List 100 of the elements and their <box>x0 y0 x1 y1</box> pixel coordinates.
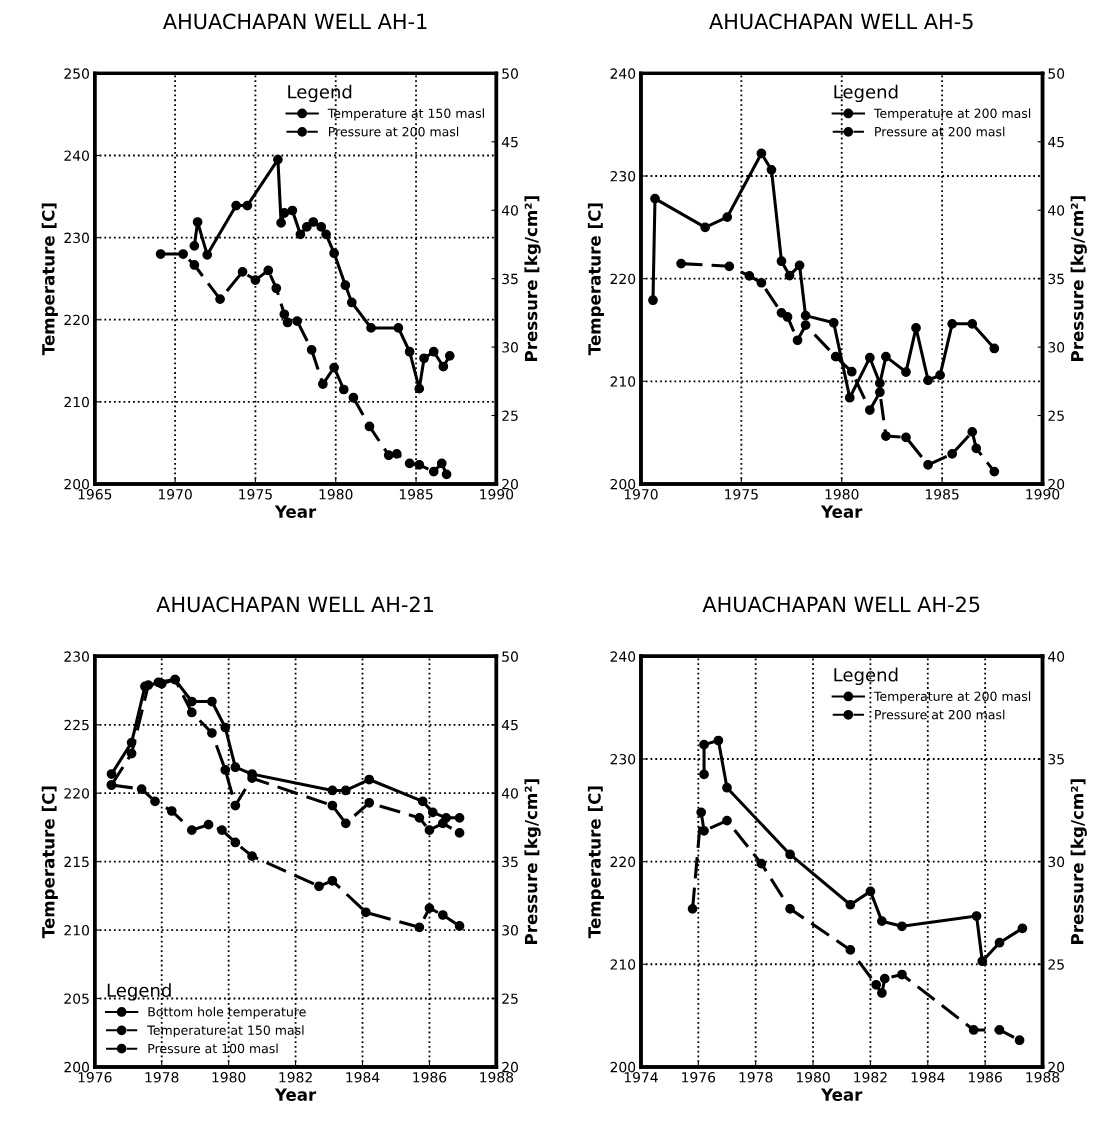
y2-tick-label: 25 <box>1048 410 1064 421</box>
y-tick-label: 215 <box>64 856 89 868</box>
x-tick-label: 1988 <box>480 1072 514 1083</box>
y2-tick-label: 20 <box>1048 478 1065 490</box>
y2-tick-label: 50 <box>502 651 518 662</box>
y-axis-title: Temperature [C] <box>587 786 605 939</box>
y-tick-label: 240 <box>610 651 636 662</box>
x-tick-label: 1986 <box>413 1072 447 1083</box>
x-axis-title: Year <box>274 1088 317 1101</box>
y2-tick-label: 45 <box>1048 136 1064 148</box>
y-tick-label: 230 <box>610 753 636 765</box>
legend-label: Bottom hole temperature <box>148 1006 306 1019</box>
x-tick-label: 1976 <box>682 1072 716 1083</box>
x-tick-label: 1976 <box>78 1072 112 1083</box>
x-tick-label: 1965 <box>78 489 112 500</box>
y2-tick-label: 30 <box>1048 342 1065 353</box>
y2-tick-label: 30 <box>1048 856 1065 868</box>
y-tick-label: 210 <box>610 376 636 387</box>
y-tick-label: 210 <box>64 925 89 936</box>
x-tick-label: 1988 <box>1026 1072 1060 1083</box>
x-axis-title: Year <box>820 1088 863 1101</box>
y2-tick-label: 40 <box>501 205 518 216</box>
legend-label: Temperature at 150 masl <box>147 1025 304 1038</box>
legend-title: Legend <box>288 84 352 103</box>
y-tick-label: 220 <box>64 788 89 799</box>
y2-tick-label: 35 <box>1048 753 1064 765</box>
y-tick-label: 240 <box>64 150 89 161</box>
y2-tick-label: 45 <box>501 136 518 148</box>
y-tick-label: 230 <box>64 651 89 662</box>
y2-tick-label: 50 <box>1048 68 1065 79</box>
x-tick-label: 1986 <box>969 1072 1002 1083</box>
y-tick-label: 205 <box>64 993 89 1004</box>
y2-tick-label: 30 <box>502 342 518 353</box>
chart-title: AHUACHAPAN WELL AH-21 <box>156 596 434 613</box>
y2-tick-label: 50 <box>502 68 518 79</box>
y2-axis-title: Pressure [kg/cm²] <box>524 779 541 944</box>
y-tick-label: 220 <box>610 273 636 285</box>
y-tick-label: 230 <box>610 170 636 182</box>
y2-tick-label: 20 <box>1048 1061 1065 1073</box>
x-tick-label: 1978 <box>739 1072 773 1083</box>
y-tick-label: 220 <box>610 856 636 868</box>
y-tick-label: 200 <box>64 1061 89 1073</box>
y-tick-label: 200 <box>64 478 89 490</box>
y-tick-label: 240 <box>610 68 636 79</box>
legend-label: Temperature at 200 masl <box>873 108 1031 121</box>
x-tick-label: 1975 <box>725 489 758 500</box>
legend-label: Pressure at 100 masl <box>148 1043 278 1054</box>
x-tick-label: 1980 <box>796 1072 830 1083</box>
y2-axis-title: Pressure [kg/cm²] <box>1070 779 1087 944</box>
chart-title: AHUACHAPAN WELL AH-25 <box>702 596 980 613</box>
y2-tick-label: 35 <box>502 273 518 285</box>
y2-tick-label: 20 <box>502 1061 518 1073</box>
y2-axis-title: Pressure [kg/cm²] <box>524 196 541 361</box>
y-tick-label: 210 <box>610 959 636 970</box>
legend-title: Legend <box>834 667 898 686</box>
x-tick-label: 1970 <box>158 489 192 500</box>
x-axis-title: Year <box>274 505 317 518</box>
legend-label: Temperature at 200 masl <box>873 691 1031 704</box>
x-tick-label: 1985 <box>925 489 959 500</box>
x-tick-label: 1980 <box>825 489 859 500</box>
y2-tick-label: 30 <box>502 925 518 936</box>
legend-label: Temperature at 150 masl <box>327 108 484 121</box>
x-tick-label: 1970 <box>624 489 658 500</box>
x-tick-label: 1975 <box>239 489 272 500</box>
y-tick-label: 220 <box>64 314 89 326</box>
x-tick-label: 1978 <box>145 1072 179 1083</box>
x-axis-title: Year <box>820 505 863 518</box>
x-tick-label: 1980 <box>319 489 353 500</box>
y-axis-title: Temperature [C] <box>41 786 58 939</box>
legend-title: Legend <box>834 84 898 103</box>
x-tick-label: 1990 <box>1026 489 1060 500</box>
legend-label: Pressure at 200 masl <box>875 709 1005 720</box>
legend-label: Pressure at 200 masl <box>875 126 1005 137</box>
y2-tick-label: 40 <box>501 788 518 799</box>
y2-tick-label: 35 <box>502 856 518 868</box>
y2-tick-label: 35 <box>1048 273 1064 285</box>
y2-tick-label: 20 <box>502 478 518 490</box>
y2-tick-label: 25 <box>1048 959 1064 970</box>
y2-axis-title: Pressure [kg/cm²] <box>1070 196 1087 361</box>
x-tick-label: 1974 <box>624 1072 658 1083</box>
y-tick-label: 225 <box>64 719 89 731</box>
chart-title: AHUACHAPAN WELL AH-5 <box>709 13 973 30</box>
legend-label: Pressure at 200 masl <box>329 126 459 137</box>
y2-tick-label: 25 <box>502 410 518 421</box>
x-tick-label: 1990 <box>480 489 514 500</box>
x-tick-label: 1985 <box>399 489 433 500</box>
x-tick-label: 1980 <box>212 1072 246 1083</box>
y-tick-label: 200 <box>610 478 636 490</box>
y-tick-label: 230 <box>64 232 89 244</box>
y2-tick-label: 25 <box>502 993 518 1004</box>
legend-title: Legend <box>107 983 171 1001</box>
y2-tick-label: 40 <box>1048 205 1065 216</box>
y-tick-label: 200 <box>610 1061 636 1073</box>
y-axis-title: Temperature [C] <box>41 203 58 356</box>
x-tick-label: 1982 <box>854 1072 887 1083</box>
x-tick-label: 1984 <box>911 1072 945 1083</box>
x-tick-label: 1984 <box>346 1072 380 1083</box>
y-axis-title: Temperature [C] <box>587 203 605 356</box>
chart-title: AHUACHAPAN WELL AH-1 <box>162 13 427 30</box>
y-tick-label: 250 <box>64 68 89 79</box>
